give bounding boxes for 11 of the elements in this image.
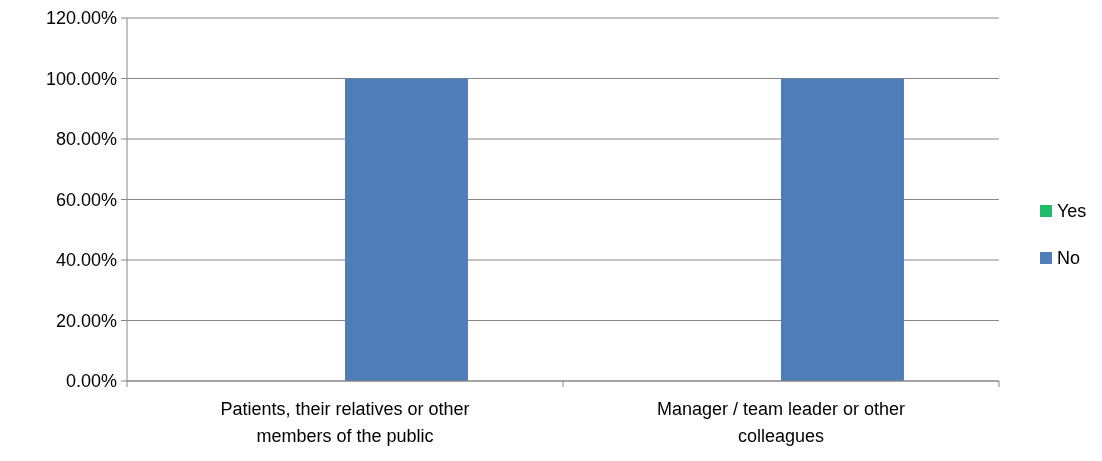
y-tick-label: 60.00% <box>55 189 117 210</box>
y-tick-label: 80.00% <box>55 129 117 150</box>
y-tick-label: 20.00% <box>55 310 117 331</box>
x-tick-label: Patients, their relatives or other members of the public <box>220 399 470 446</box>
y-tick-label: 100.00% <box>45 68 117 89</box>
y-tick-label: 120.00% <box>45 8 117 29</box>
y-tick-label: 40.00% <box>55 250 117 271</box>
x-tick-label: Manager / team leader or other colleagues <box>656 399 906 446</box>
legend-label: No <box>1057 248 1081 269</box>
legend-label: Yes <box>1057 201 1087 222</box>
y-tick-label: 0.00% <box>65 371 117 392</box>
